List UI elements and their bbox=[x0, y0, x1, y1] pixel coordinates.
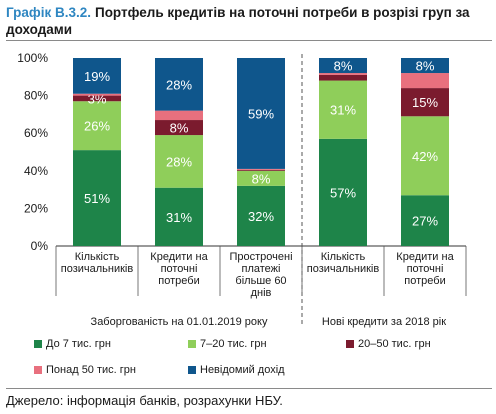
bar-segment bbox=[401, 116, 449, 196]
data-label: 15% bbox=[412, 95, 438, 110]
legend-swatch-1 bbox=[34, 340, 42, 348]
legend-item-3: 20–50 тис. грн bbox=[346, 338, 431, 350]
x-tick-label: Кредити на bbox=[150, 251, 208, 263]
bar-segment bbox=[73, 95, 121, 102]
x-tick-label: Кредити на bbox=[396, 251, 454, 263]
data-label: 51% bbox=[84, 191, 110, 206]
group-label: Нові кредити за 2018 рік bbox=[322, 316, 446, 328]
bar-segment bbox=[237, 168, 285, 170]
data-label: 19% bbox=[84, 69, 110, 84]
x-tick-label: Кількість bbox=[75, 251, 120, 263]
data-label: 31% bbox=[330, 103, 356, 118]
bar-segment bbox=[237, 170, 285, 186]
y-tick-label: 20% bbox=[24, 201, 48, 215]
y-tick-label: 60% bbox=[24, 126, 48, 140]
data-label: 59% bbox=[248, 106, 274, 121]
source-divider bbox=[6, 388, 492, 389]
x-tick-label: позичальників bbox=[307, 263, 380, 275]
x-tick-label: днів bbox=[251, 287, 272, 299]
x-tick-label: більше 60 bbox=[235, 275, 286, 287]
bar-segment bbox=[73, 58, 121, 94]
data-label: 8% bbox=[416, 59, 435, 74]
bar-segment bbox=[237, 58, 285, 169]
bar-segment bbox=[73, 101, 121, 151]
x-tick-label: платежі bbox=[242, 263, 281, 275]
bar-segment bbox=[319, 80, 367, 139]
bar-segment bbox=[401, 195, 449, 246]
data-label: 31% bbox=[166, 210, 192, 225]
legend-item-5: Невідомий дохід bbox=[188, 364, 285, 376]
legend-label-5: Невідомий дохід bbox=[200, 364, 285, 376]
bar-segment bbox=[319, 74, 367, 81]
data-label: 28% bbox=[166, 77, 192, 92]
y-tick-label: 100% bbox=[17, 51, 48, 65]
chart-title: Графік В.3.2. Портфель кредитів на поточн… bbox=[6, 4, 490, 38]
y-tick-label: 40% bbox=[24, 164, 48, 178]
bar-segment bbox=[73, 93, 121, 96]
figure-title: Портфель кредитів на поточні потреби в р… bbox=[6, 5, 470, 37]
data-label: 28% bbox=[166, 154, 192, 169]
x-tick-label: Кількість bbox=[321, 251, 366, 263]
legend-label-3: 20–50 тис. грн bbox=[358, 338, 431, 350]
legend-swatch-2 bbox=[188, 340, 196, 348]
x-tick-label: поточні bbox=[407, 263, 444, 275]
bar-segment bbox=[319, 58, 367, 74]
x-tick-label: Прострочені bbox=[229, 251, 292, 263]
legend-item-4: Понад 50 тис. грн bbox=[34, 364, 136, 376]
bar-segment bbox=[237, 169, 285, 171]
x-tick-label: потреби bbox=[158, 275, 199, 287]
legend-swatch-3 bbox=[346, 340, 354, 348]
data-label: 8% bbox=[170, 121, 189, 136]
x-tick-label: позичальників bbox=[61, 263, 134, 275]
bar-segment bbox=[319, 73, 367, 75]
legend-label-4: Понад 50 тис. грн bbox=[46, 364, 136, 376]
figure-number: Графік В.3.2. bbox=[6, 5, 91, 20]
bar-segment bbox=[155, 110, 203, 121]
bar-segment bbox=[73, 150, 121, 246]
data-label: 26% bbox=[84, 119, 110, 134]
legend-label-1: До 7 тис. грн bbox=[46, 338, 111, 350]
bar-segment bbox=[401, 73, 449, 89]
legend-item-2: 7–20 тис. грн bbox=[188, 338, 267, 350]
legend-swatch-4 bbox=[34, 366, 42, 374]
group-label: Заборгованість на 01.01.2019 року bbox=[91, 316, 268, 328]
legend-item-1: До 7 тис. грн bbox=[34, 338, 111, 350]
bar-segment bbox=[155, 187, 203, 246]
x-tick-label: поточні bbox=[161, 263, 198, 275]
data-label: 8% bbox=[334, 59, 353, 74]
y-tick-label: 0% bbox=[31, 239, 49, 253]
bar-segment bbox=[155, 135, 203, 188]
source-note: Джерело: інформація банків, розрахунки Н… bbox=[6, 393, 283, 408]
y-tick-label: 80% bbox=[24, 89, 48, 103]
data-label: 42% bbox=[412, 149, 438, 164]
legend-label-2: 7–20 тис. грн bbox=[200, 338, 267, 350]
data-label: 57% bbox=[330, 185, 356, 200]
bar-segment bbox=[401, 88, 449, 117]
bar-segment bbox=[401, 58, 449, 74]
bar-segment bbox=[319, 138, 367, 246]
bar-segment bbox=[237, 185, 285, 246]
data-label: 32% bbox=[248, 209, 274, 224]
bar-segment bbox=[155, 58, 203, 111]
data-label: 8% bbox=[252, 171, 271, 186]
data-label: 27% bbox=[412, 214, 438, 229]
bar-segment bbox=[155, 120, 203, 136]
x-tick-label: потреби bbox=[404, 275, 445, 287]
legend-swatch-5 bbox=[188, 366, 196, 374]
title-divider bbox=[6, 40, 492, 41]
